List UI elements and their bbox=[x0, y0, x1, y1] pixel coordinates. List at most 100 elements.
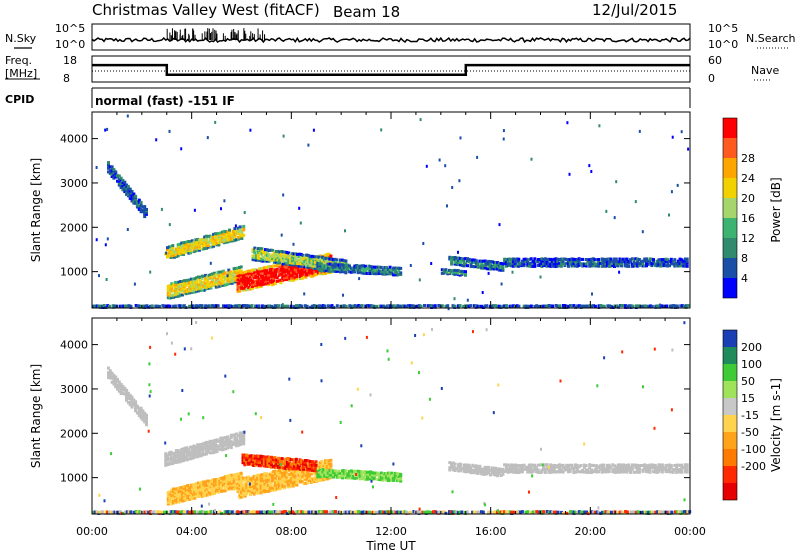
scatter-cell bbox=[457, 259, 461, 263]
scatter-cell bbox=[255, 248, 258, 252]
scatter-cell bbox=[189, 485, 193, 489]
scatter-cell bbox=[189, 287, 193, 290]
scatter-cell bbox=[367, 510, 371, 514]
scatter-cell bbox=[250, 488, 254, 492]
scatter-cell bbox=[234, 304, 238, 308]
scatter-cell bbox=[243, 486, 247, 490]
scatter-cell bbox=[134, 402, 138, 406]
scatter-cell bbox=[682, 304, 686, 308]
scatter-cell bbox=[195, 482, 199, 485]
scatter-cell bbox=[623, 470, 627, 474]
scatter-cell bbox=[648, 470, 652, 474]
scatter-cell bbox=[195, 484, 199, 488]
scatter-cell bbox=[330, 510, 334, 513]
scatter-cell bbox=[192, 240, 196, 244]
scatter-cell bbox=[588, 470, 592, 474]
scatter-cell bbox=[293, 467, 297, 470]
scatter-cell bbox=[137, 410, 141, 414]
scatter-cell bbox=[263, 276, 267, 280]
scatter-cell bbox=[320, 464, 324, 468]
scatter-cell bbox=[279, 268, 283, 272]
scatter-cell bbox=[301, 261, 305, 265]
scatter-cell bbox=[503, 510, 507, 514]
scatter-cell bbox=[259, 487, 263, 491]
scatter-cell bbox=[310, 264, 314, 268]
scatter-cell bbox=[240, 271, 244, 275]
scatter-cell bbox=[543, 257, 547, 261]
scatter-cell bbox=[326, 471, 330, 475]
scatter-cell bbox=[499, 266, 503, 270]
scatter-cell bbox=[223, 479, 227, 483]
scatter-cell bbox=[194, 242, 198, 246]
scatter-cell bbox=[533, 259, 537, 263]
scatter-cell bbox=[497, 268, 501, 272]
scatter-cell bbox=[275, 472, 279, 476]
scatter-cell bbox=[205, 246, 208, 250]
scatter-cell bbox=[168, 292, 172, 296]
scatter-cell bbox=[241, 453, 245, 457]
scatter-cell bbox=[480, 264, 484, 267]
scatter-cell bbox=[522, 260, 526, 264]
scatter-cell bbox=[504, 465, 508, 469]
scatter-cell bbox=[287, 457, 291, 461]
scatter-cell bbox=[170, 296, 174, 299]
scatter-cell bbox=[581, 510, 585, 514]
nsearch-tick-top: 10^5 bbox=[708, 22, 738, 35]
scatter-cell bbox=[675, 468, 679, 472]
noise-cell bbox=[466, 298, 469, 302]
scatter-cell bbox=[385, 478, 389, 482]
scatter-cell bbox=[625, 470, 629, 474]
scatter-cell bbox=[174, 247, 178, 251]
scatter-cell bbox=[216, 275, 220, 279]
scatter-cell bbox=[231, 235, 235, 239]
scatter-cell bbox=[233, 228, 237, 232]
scatter-cell bbox=[561, 463, 565, 467]
scatter-cell bbox=[643, 264, 647, 268]
scatter-cell bbox=[236, 235, 240, 239]
scatter-cell bbox=[517, 260, 521, 264]
scatter-cell bbox=[271, 465, 275, 469]
scatter-cell bbox=[107, 161, 110, 165]
scatter-cell bbox=[290, 259, 294, 263]
noise-cell bbox=[370, 479, 373, 483]
scatter-cell bbox=[496, 261, 500, 265]
scatter-cell bbox=[216, 283, 220, 287]
scatter-cell bbox=[358, 474, 362, 478]
scatter-cell bbox=[268, 269, 272, 273]
scatter-cell bbox=[624, 510, 628, 513]
scatter-cell bbox=[232, 278, 236, 282]
scatter-cell bbox=[229, 239, 233, 243]
nave-tick-top: 60 bbox=[708, 54, 722, 67]
scatter-cell bbox=[385, 510, 389, 514]
scatter-cell bbox=[385, 474, 389, 478]
scatter-cell bbox=[220, 480, 224, 484]
scatter-cell bbox=[128, 191, 132, 194]
scatter-cell bbox=[606, 470, 609, 474]
scatter-cell bbox=[235, 230, 239, 234]
velocity-xticks bbox=[91, 318, 691, 514]
scatter-cell bbox=[240, 433, 244, 437]
scatter-cell bbox=[649, 304, 653, 308]
scatter-cell bbox=[220, 484, 224, 488]
scatter-cell bbox=[393, 271, 397, 275]
scatter-cell bbox=[281, 260, 285, 263]
scatter-cell bbox=[568, 262, 572, 266]
scatter-cell bbox=[448, 255, 452, 259]
scatter-cell bbox=[184, 284, 188, 288]
scatter-cell bbox=[232, 483, 236, 487]
scatter-cell bbox=[318, 304, 321, 308]
scatter-cell bbox=[247, 269, 251, 273]
scatter-cell bbox=[515, 257, 519, 261]
scatter-cell bbox=[143, 510, 147, 514]
scatter-cell bbox=[313, 476, 317, 480]
scatter-cell bbox=[660, 258, 664, 262]
scatter-cell bbox=[401, 510, 405, 514]
scatter-cell bbox=[275, 473, 279, 477]
noise-cell bbox=[160, 207, 163, 211]
scatter-cell bbox=[283, 476, 286, 480]
scatter-cell bbox=[487, 259, 491, 263]
noise-cell bbox=[299, 221, 302, 225]
scatter-cell bbox=[134, 201, 138, 205]
scatter-cell bbox=[656, 304, 660, 308]
